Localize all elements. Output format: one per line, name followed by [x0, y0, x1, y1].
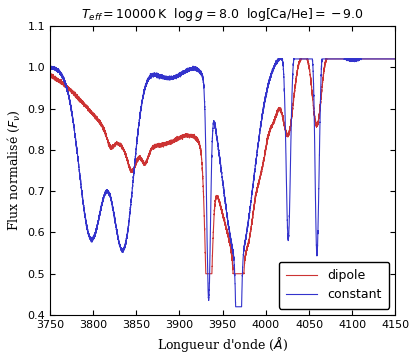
dipole: [397, 57, 402, 61]
Legend: dipole, constant: dipole, constant: [278, 261, 389, 309]
X-axis label: Longueur d'onde ($\AA$): Longueur d'onde ($\AA$): [157, 336, 288, 355]
dipole: [138, 156, 143, 161]
constant: [397, 57, 402, 61]
dipole: [232, 271, 237, 276]
Title: $T_{eff} = 10000\,\mathrm{K}$  $\log g = 8.0$  $\log[\mathrm{Ca/He}] = -9.0$: $T_{eff} = 10000\,\mathrm{K}$ $\log g = …: [81, 5, 364, 23]
constant: [260, 112, 265, 117]
Y-axis label: Flux normalisé ($F_\nu$): Flux normalisé ($F_\nu$): [5, 110, 22, 231]
constant: [276, 57, 281, 61]
constant: [138, 110, 143, 114]
Line: dipole: dipole: [50, 59, 400, 274]
constant: [233, 305, 238, 309]
dipole: [99, 125, 104, 129]
dipole: [298, 57, 303, 61]
constant: [99, 202, 104, 207]
dipole: [66, 86, 71, 91]
dipole: [227, 237, 232, 242]
constant: [47, 64, 52, 68]
constant: [66, 92, 71, 96]
dipole: [260, 164, 265, 168]
Line: constant: constant: [50, 59, 400, 307]
dipole: [47, 73, 52, 77]
constant: [232, 259, 237, 263]
constant: [227, 227, 232, 231]
dipole: [203, 271, 208, 276]
